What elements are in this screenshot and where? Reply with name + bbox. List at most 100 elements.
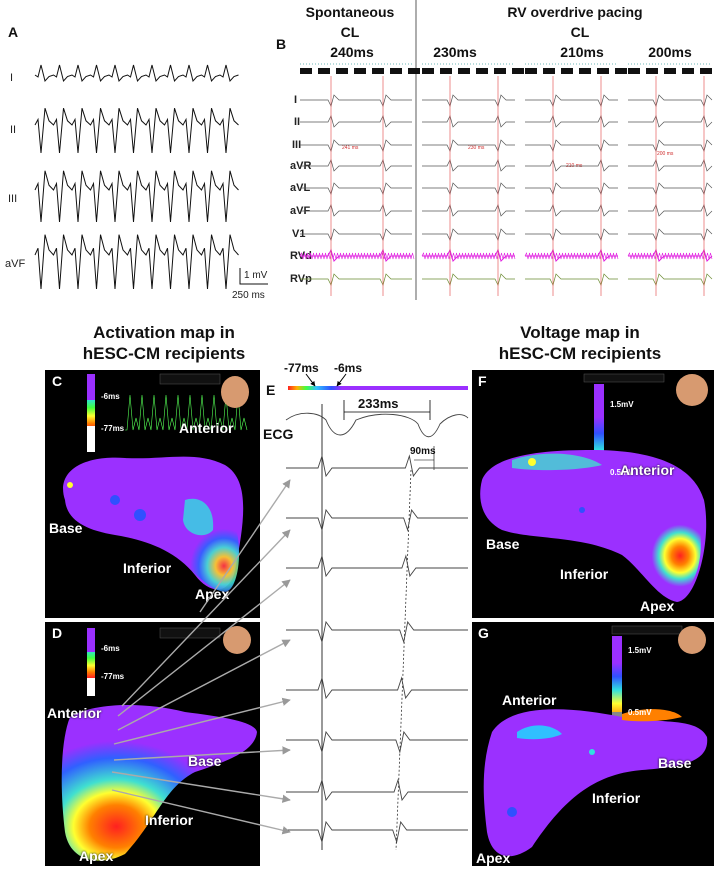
- panel-e-mapping-arrow-0: [199, 479, 291, 613]
- timing-bar-segment-0: [318, 68, 330, 74]
- panel-e-electrogram-6: [286, 778, 468, 802]
- panel-f-label-inferior: Inferior: [560, 566, 609, 582]
- panel-a-trace-3: [34, 234, 239, 290]
- interval-200: 200 ms: [657, 151, 674, 157]
- panel-c-label-anterior: Anterior: [179, 420, 234, 436]
- timing-bar-segment-3: [646, 68, 658, 74]
- timing-bar-segment-1: [494, 68, 506, 74]
- panel-e-electrogram-2: [286, 554, 468, 578]
- timing-bar-segment-2: [579, 68, 591, 74]
- activation-title: Activation map in hESC-CM recipients: [64, 322, 264, 364]
- panel-e-electrogram-7: [286, 820, 468, 844]
- spontaneous-title: Spontaneous: [305, 4, 395, 20]
- cl-210: 210ms: [560, 44, 604, 60]
- panel-a-scale-ms: 250 ms: [232, 290, 265, 301]
- panel-b-trace-5-0: [300, 204, 412, 217]
- panel-f-voltage-map: 1.5mV 0.5mV Anterior Base Inferior Apex: [472, 370, 714, 618]
- panel-b-trace-1-1: [422, 115, 515, 128]
- voltage-title: Voltage map in hESC-CM recipients: [480, 322, 680, 364]
- activation-title-line1: Activation map in: [93, 323, 235, 342]
- cl-230: 230ms: [433, 44, 477, 60]
- interval-230: 230 ms: [468, 145, 485, 151]
- panel-e-mapping-arrow-7: [111, 789, 291, 835]
- panel-d-label-base: Base: [188, 753, 222, 769]
- timing-bar-segment-0: [336, 68, 348, 74]
- panel-b-trace-0-1: [422, 94, 515, 107]
- panel-g-label-apex: Apex: [476, 850, 511, 866]
- timing-bar-segment-0: [372, 68, 384, 74]
- panel-b-trace-4-3: [628, 182, 713, 195]
- panel-b-trace-4-1: [422, 182, 515, 195]
- cl-200: 200ms: [648, 44, 692, 60]
- timing-bar-segment-3: [664, 68, 676, 74]
- panel-e-mapping-arrow-5: [113, 746, 291, 761]
- panel-a-lead-i: I: [10, 72, 14, 84]
- activation-title-line2: hESC-CM recipients: [82, 344, 246, 363]
- timing-bar-segment-2: [543, 68, 555, 74]
- panel-b-trace-0-0: [300, 94, 412, 107]
- panel-b-trace-2-1: [422, 139, 515, 152]
- panel-e-letter: E: [266, 382, 276, 398]
- panel-b-trace-2-0: [300, 139, 412, 152]
- panel-e-electrogram-0: [286, 454, 468, 478]
- timing-bar-segment-3: [628, 68, 640, 74]
- timing-bar-segment-2: [597, 68, 609, 74]
- voltage-title-line1: Voltage map in: [520, 323, 640, 342]
- timing-bar-segment-1: [440, 68, 452, 74]
- panel-f-label-apex: Apex: [640, 598, 675, 614]
- panel-d-scale-top: -6ms: [101, 644, 120, 653]
- panel-e-mapping-arrow-4: [113, 697, 291, 745]
- panel-f-label-base: Base: [486, 536, 520, 552]
- panel-c-scale-top: -6ms: [101, 392, 120, 401]
- panel-d-scale-bottom: -77ms: [101, 672, 125, 681]
- panel-e-late-label: -6ms: [334, 361, 363, 375]
- panel-b-trace-1-3: [628, 115, 713, 128]
- timing-bar-segment-2: [525, 68, 537, 74]
- panel-f-label-anterior: Anterior: [620, 462, 675, 478]
- panel-b-trace-8-0: [300, 273, 412, 286]
- panel-b-trace-6-0: [300, 228, 412, 241]
- panel-e-cl-label: 233ms: [358, 396, 399, 411]
- panel-b-trace-8-2: [525, 273, 618, 286]
- panel-e-mapping-arrow-2: [117, 579, 291, 717]
- panel-b-rvd-noise-1: [421, 252, 516, 260]
- timing-bar-segment-0: [408, 68, 420, 74]
- panel-b-trace-6-1: [422, 228, 515, 241]
- panel-b-trace-6-3: [628, 228, 713, 241]
- timing-bar-segment-2: [561, 68, 573, 74]
- panel-a-lead-iii: III: [8, 193, 18, 205]
- panel-g-voltage-map: 1.5mV 0.5mV Anterior Base Inferior Apex: [472, 622, 714, 866]
- panel-b-trace-3-1: [422, 159, 515, 172]
- panel-e-early-label: -77ms: [284, 361, 319, 375]
- timing-bar-segment-3: [700, 68, 712, 74]
- panel-a-scale-mv: 1 mV: [244, 270, 268, 281]
- panel-g-label-inferior: Inferior: [592, 790, 641, 806]
- panel-c-scale-bottom: -77ms: [101, 424, 125, 433]
- panel-b-trace-6-2: [525, 228, 618, 241]
- panel-b-trace-3-0: [300, 159, 412, 172]
- pacing-title: RV overdrive pacing: [507, 4, 643, 20]
- panel-b-trace-5-1: [422, 204, 515, 217]
- interval-241: 241 ms: [342, 145, 359, 151]
- panel-e-mapping-arrow-1: [121, 529, 291, 707]
- panel-b-lead-ii: II: [294, 116, 301, 128]
- panel-b-lead-iii: III: [292, 139, 302, 151]
- timing-bar-segment-0: [354, 68, 366, 74]
- timing-bar-segment-1: [512, 68, 524, 74]
- panel-b-trace-2-3: [628, 139, 713, 152]
- panel-b-rvd-noise-0: [299, 252, 415, 260]
- panel-g-scale-bottom: 0.5mV: [628, 708, 652, 717]
- panel-e-delay-label: 90ms: [410, 446, 436, 457]
- panel-e-electrogram-1: [286, 508, 468, 532]
- panel-b-trace-1-0: [300, 115, 412, 128]
- panel-e-ecg-label: ECG: [263, 426, 294, 442]
- panel-b-trace-2-2: [525, 139, 618, 152]
- timing-bar-segment-1: [458, 68, 470, 74]
- timing-bar-segment-0: [390, 68, 402, 74]
- panel-b-trace-8-3: [628, 273, 713, 286]
- timing-bar-segment-2: [615, 68, 627, 74]
- cl-240: 240ms: [330, 44, 374, 60]
